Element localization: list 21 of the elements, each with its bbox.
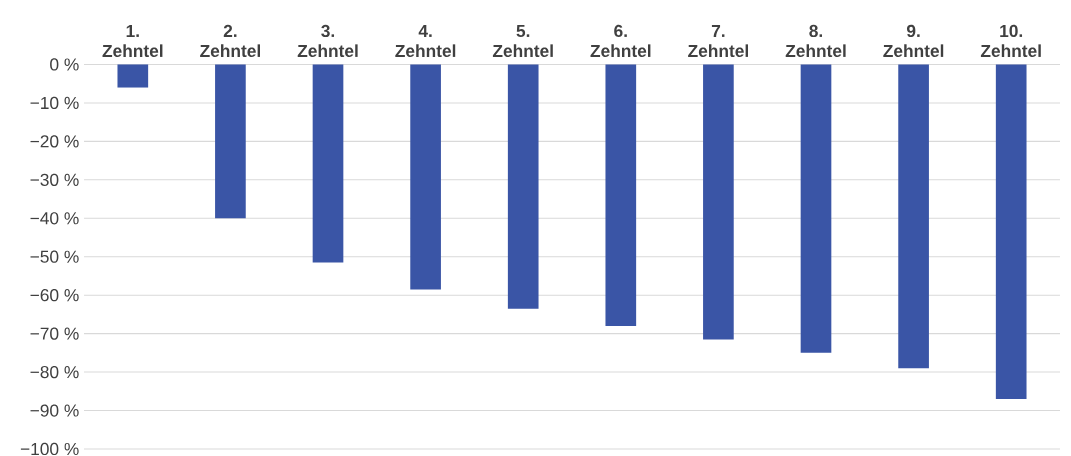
y-tick-label: −40 % [30,212,79,225]
x-tick-label: 4. Zehntel [395,24,456,58]
y-tick-label: −70 % [30,327,79,340]
y-tick-label: −90 % [30,404,79,417]
x-tick-label: 7. Zehntel [688,24,748,58]
y-tick-label: −100 % [20,442,79,456]
x-tick-label: 1. Zehntel [102,24,163,58]
x-tick-label: 2. Zehntel [200,24,261,58]
y-tick-label: −60 % [30,289,79,302]
y-tick-label: −80 % [30,365,79,379]
x-tick-label: 10. Zehntel [980,24,1041,58]
y-tick-label: −30 % [30,173,79,186]
x-tick-label: 5. Zehntel [492,24,553,58]
x-tick-label: 8. Zehntel [785,24,846,58]
y-tick-label: −50 % [30,250,79,263]
y-tick-label: −10 % [30,96,79,110]
x-tick-label: 3. Zehntel [297,24,358,58]
y-tick-label: 0 % [50,58,79,71]
y-tick-label: −20 % [30,135,79,148]
x-tick-label: 6. Zehntel [590,24,651,58]
x-tick-label: 9. Zehntel [883,24,944,58]
